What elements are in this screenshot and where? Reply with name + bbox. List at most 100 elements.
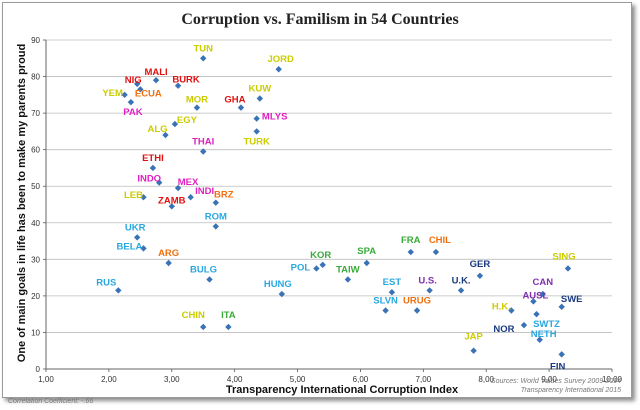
data-point-us [426, 287, 433, 294]
data-point-neth [536, 336, 543, 343]
data-point-zamb [168, 203, 175, 210]
data-point-bulg [206, 276, 213, 283]
point-label-neth: NETH [531, 329, 557, 340]
data-point-brz [212, 199, 219, 206]
point-label-nor: NOR [493, 324, 514, 335]
data-point-rom [212, 223, 219, 230]
point-label-us: U.S. [418, 275, 436, 286]
point-label-ethi: ETHI [142, 153, 164, 164]
point-label-ita: ITA [221, 310, 236, 321]
point-label-fra: FRA [401, 235, 421, 246]
data-point-can [539, 290, 547, 298]
x-tick-label: 4,00 [227, 375, 243, 384]
chart-frame [2, 2, 632, 398]
y-tick-label: 50 [31, 182, 40, 191]
x-tick-label: 5,00 [290, 375, 306, 384]
data-point-kor [319, 261, 326, 269]
data-point-ethi [149, 164, 157, 172]
source-note-2: Transparency International 2015 [521, 387, 621, 394]
data-point-est [388, 289, 396, 296]
data-point-mali [152, 77, 160, 84]
point-label-mex: MEX [178, 177, 199, 188]
point-label-ukr: UKR [125, 222, 146, 233]
point-label-taiw: TAIW [336, 264, 360, 275]
gridlines [46, 39, 612, 333]
point-label-bulg: BULG [190, 264, 217, 275]
x-tick-label: 10,00 [602, 375, 623, 384]
data-point-fra [407, 248, 414, 256]
data-point-pak [127, 98, 135, 106]
data-point-hung [278, 290, 286, 298]
data-point-swtz [533, 310, 540, 318]
x-tick-label: 3,00 [164, 375, 180, 384]
point-label-mlys: MLYS [262, 112, 288, 123]
point-label-kor: KOR [310, 250, 331, 261]
data-point-jap [470, 347, 477, 354]
point-label-urug: URUG [403, 296, 431, 307]
data-point-leb [140, 193, 147, 201]
data-point-urug [413, 307, 421, 314]
point-label-slvn: SLVN [373, 296, 398, 307]
y-tick-label: 60 [31, 146, 40, 155]
data-point-indo [156, 179, 163, 186]
point-label-indi: INDI [195, 186, 214, 197]
data-point-uk [457, 287, 465, 294]
data-point-mor [193, 104, 201, 111]
data-point-egy [171, 120, 179, 128]
data-point-burk [174, 82, 182, 89]
chart-title: Corruption vs. Familism in 54 Countries [181, 11, 458, 28]
data-point-mlys [253, 115, 260, 122]
data-point-thai [200, 148, 207, 155]
data-points [115, 55, 572, 358]
point-label-ger: GER [470, 259, 491, 270]
x-tick-label: 1,00 [38, 375, 54, 384]
source-note: Sources: World Values Survey 2009-2014 [491, 378, 621, 385]
data-point-fin [558, 351, 565, 358]
data-point-kuw [256, 95, 264, 102]
x-axis-title: Transparency International Corruption In… [226, 384, 459, 396]
point-label-arg: ARG [158, 248, 179, 259]
y-tick-label: 90 [31, 36, 40, 45]
data-point-slvn [382, 307, 389, 314]
point-label-mor: MOR [186, 95, 208, 106]
data-point-chin [200, 323, 207, 331]
x-tick-label: 8,00 [478, 375, 494, 384]
point-label-gha: GHA [224, 95, 245, 106]
point-label-indo: INDO [137, 174, 161, 185]
point-label-tun: TUN [193, 43, 213, 54]
data-point-bela [140, 245, 147, 252]
x-tick-labels: 1,00 2,00 3,00 4,00 5,00 6,00 7,00 8,00 9,00 10,0… [38, 375, 622, 384]
data-point-ukr [133, 234, 141, 241]
y-axis-title: One of main goals in life has been to ma… [16, 44, 28, 362]
data-point-sing [564, 265, 572, 272]
point-label-leb: LEB [124, 190, 143, 201]
point-label-zamb: ZAMB [158, 195, 186, 206]
data-point-yem [121, 91, 128, 99]
data-point-arg [165, 259, 172, 267]
point-label-uk: U.K. [452, 275, 471, 286]
y-tick-label: 80 [31, 73, 40, 82]
y-tick-label: 40 [31, 219, 40, 228]
point-label-burk: BURK [172, 75, 200, 86]
x-tick-label: 6,00 [353, 375, 369, 384]
point-label-yem: YEM [102, 88, 123, 99]
data-point-tun [200, 55, 207, 62]
data-point-alg [162, 131, 169, 139]
point-label-turk: TURK [243, 136, 270, 147]
point-label-swe: SWE [561, 294, 583, 305]
point-label-ecua: ECUA [135, 88, 162, 99]
data-point-mex [174, 184, 182, 192]
point-label-pak: PAK [123, 107, 142, 118]
point-label-can: CAN [533, 277, 554, 288]
data-point-rus [115, 287, 122, 294]
point-label-kuw: KUW [248, 83, 271, 94]
point-label-fin: FIN [550, 361, 565, 372]
point-label-jord: JORD [267, 54, 294, 65]
point-label-nig: NIG [125, 75, 142, 86]
y-tick-label: 30 [31, 255, 40, 264]
x-tick-label: 9,00 [541, 375, 557, 384]
point-label-bela: BELA [117, 241, 143, 252]
y-tick-label: 10 [31, 328, 40, 337]
